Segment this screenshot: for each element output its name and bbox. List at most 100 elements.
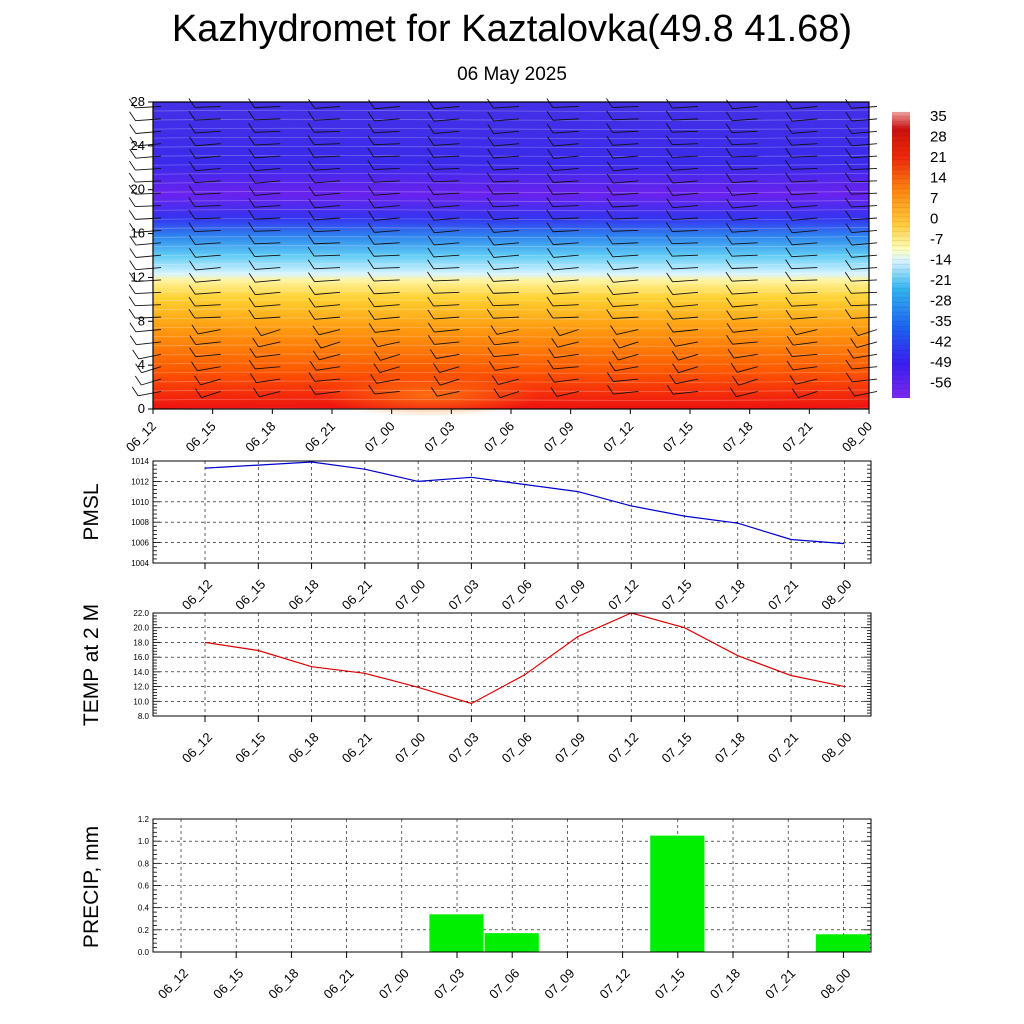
wind-barb-flag [487, 235, 495, 246]
x-tick-label: 07_18 [712, 730, 748, 766]
wind-barb [791, 254, 818, 258]
wind-barb-flag [611, 350, 619, 361]
wind-barb-flag [309, 385, 316, 395]
wind-barb [553, 143, 579, 147]
wind-barb [493, 304, 520, 307]
wind-barb-flag [546, 272, 554, 283]
heatmap-x-tick-label: 07_12 [600, 419, 636, 455]
wind-barb [195, 155, 221, 159]
wind-barb [672, 180, 699, 184]
wind-barb-flag [373, 363, 381, 373]
heatmap-y-tick-label: 0 [138, 401, 145, 416]
wind-barb-flag [666, 384, 674, 395]
wind-barb-flag [248, 359, 256, 370]
precip-bar [484, 933, 539, 952]
wind-barb [851, 155, 878, 159]
wind-barb-flag [725, 123, 733, 133]
wind-barb [135, 180, 162, 183]
wind-barb [433, 205, 460, 208]
wind-barb-flag [189, 347, 196, 357]
wind-barb [433, 267, 460, 270]
contour-line [152, 344, 870, 347]
wind-barb [672, 217, 699, 221]
wind-barb [135, 130, 162, 134]
wind-barb-flag [844, 271, 852, 282]
wind-barb-flag [312, 350, 320, 361]
colorbar-label: -14 [930, 252, 952, 269]
wind-barb-flag [308, 99, 315, 109]
wind-barb [559, 329, 579, 337]
panel-frame [152, 612, 872, 717]
wind-barb-flag [666, 198, 674, 208]
wind-barb [792, 217, 818, 221]
wind-barb [195, 254, 221, 258]
x-tick-label: 07_12 [605, 730, 641, 766]
wind-barb [672, 316, 699, 320]
wind-barb [135, 304, 162, 307]
wind-barb-flag [606, 222, 613, 232]
wind-barb-flag [188, 185, 196, 195]
wind-barb-flag [134, 375, 142, 386]
wind-barb-flag [248, 247, 256, 257]
wind-barb [672, 205, 699, 209]
wind-barb [493, 180, 520, 183]
wind-barb-flag [128, 98, 136, 109]
wind-barb [374, 242, 400, 245]
colorbar-label: 14 [930, 170, 947, 187]
wind-barb-flag [191, 361, 198, 371]
heatmap-x-tick-label: 07_00 [362, 419, 398, 455]
wind-barb-flag [785, 235, 793, 246]
wind-barb [194, 229, 221, 233]
wind-barb-flag [427, 296, 434, 307]
contour-line [152, 199, 870, 203]
wind-barb [851, 118, 878, 122]
y-tick-label: 1010 [131, 498, 149, 507]
wind-barb-flag [844, 296, 852, 306]
wind-barb-flag [785, 198, 793, 208]
wind-barb-flag [606, 285, 614, 295]
wind-barb [195, 242, 221, 245]
wind-barb [194, 192, 221, 196]
wind-barb [612, 192, 639, 196]
heatmap-x-tick-label: 06_15 [183, 419, 219, 455]
wind-barb-flag [610, 325, 617, 335]
wind-barb-flag [666, 98, 673, 109]
wind-barb [314, 205, 341, 209]
wind-barb [255, 353, 281, 358]
wind-barb-flag [486, 172, 494, 183]
heatmap-contours [152, 109, 870, 410]
colorbar-label: 0 [930, 211, 938, 228]
precip-bar [650, 835, 705, 952]
contour-line [152, 236, 870, 239]
heatmap-y-tick-label: 20 [131, 182, 145, 197]
wind-barb [434, 118, 460, 122]
wind-barb [254, 304, 281, 308]
wind-barb [731, 130, 758, 134]
wind-barb [373, 279, 400, 282]
wind-barb [374, 192, 400, 196]
wind-barb [493, 242, 520, 246]
wind-barb-flag [427, 284, 434, 294]
wind-barb-flag [195, 388, 202, 398]
wind-barb [493, 118, 520, 122]
wind-barb-flag [308, 160, 315, 171]
wind-barb-flag [725, 111, 733, 121]
wind-barb-flag [487, 136, 495, 147]
wind-barb [195, 341, 221, 345]
page-subtitle: 06 May 2025 [457, 64, 567, 85]
y-tick-label: 1.2 [138, 815, 150, 824]
wind-barb [612, 229, 639, 232]
wind-barb-flag [371, 337, 378, 347]
wind-barb [616, 329, 639, 335]
wind-barb [255, 279, 281, 283]
wind-barb-flag [308, 297, 316, 308]
wind-barb-flag [845, 248, 853, 258]
wind-barb-flag [612, 338, 620, 349]
wind-barb-flag [249, 373, 257, 383]
wind-barb-flag [189, 260, 196, 271]
wind-barb [434, 106, 460, 110]
wind-barb-flag [487, 210, 494, 220]
contour-line [152, 245, 870, 248]
colorbar-label: -35 [930, 313, 952, 330]
wind-barb [373, 180, 400, 183]
